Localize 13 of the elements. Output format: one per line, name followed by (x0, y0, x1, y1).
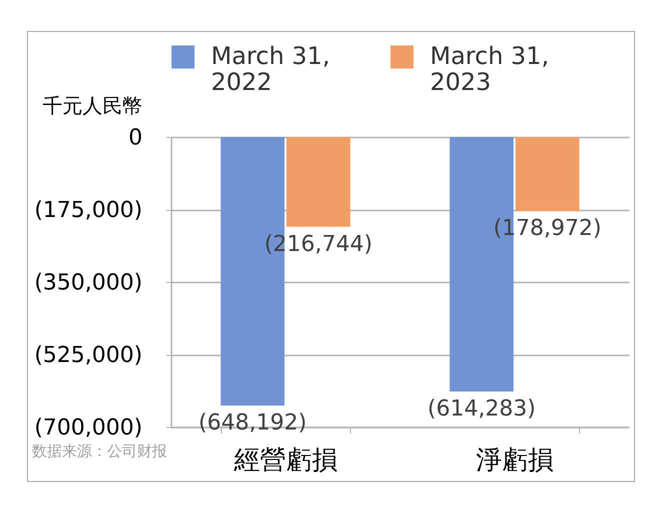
legend-label: March 31, 2023 (430, 42, 549, 96)
y-tick-label: (350,000) (34, 270, 142, 296)
x-tick-label: 經營虧損 (233, 446, 338, 476)
data-label: (648,192) (198, 410, 307, 436)
y-axis-title: 千元人民幣 (42, 94, 142, 118)
legend-label: March 31, 2022 (211, 42, 330, 96)
data-label: (614,283) (428, 396, 536, 422)
x-tick-label: 淨虧損 (476, 446, 554, 476)
y-tick-label: (525,000) (34, 343, 142, 368)
y-tick-label: (175,000) (34, 198, 142, 223)
y-tick-label: 0 (128, 126, 142, 150)
source-note: 数据来源：公司财报 (32, 442, 167, 460)
y-tick-label: (700,000) (34, 416, 142, 440)
